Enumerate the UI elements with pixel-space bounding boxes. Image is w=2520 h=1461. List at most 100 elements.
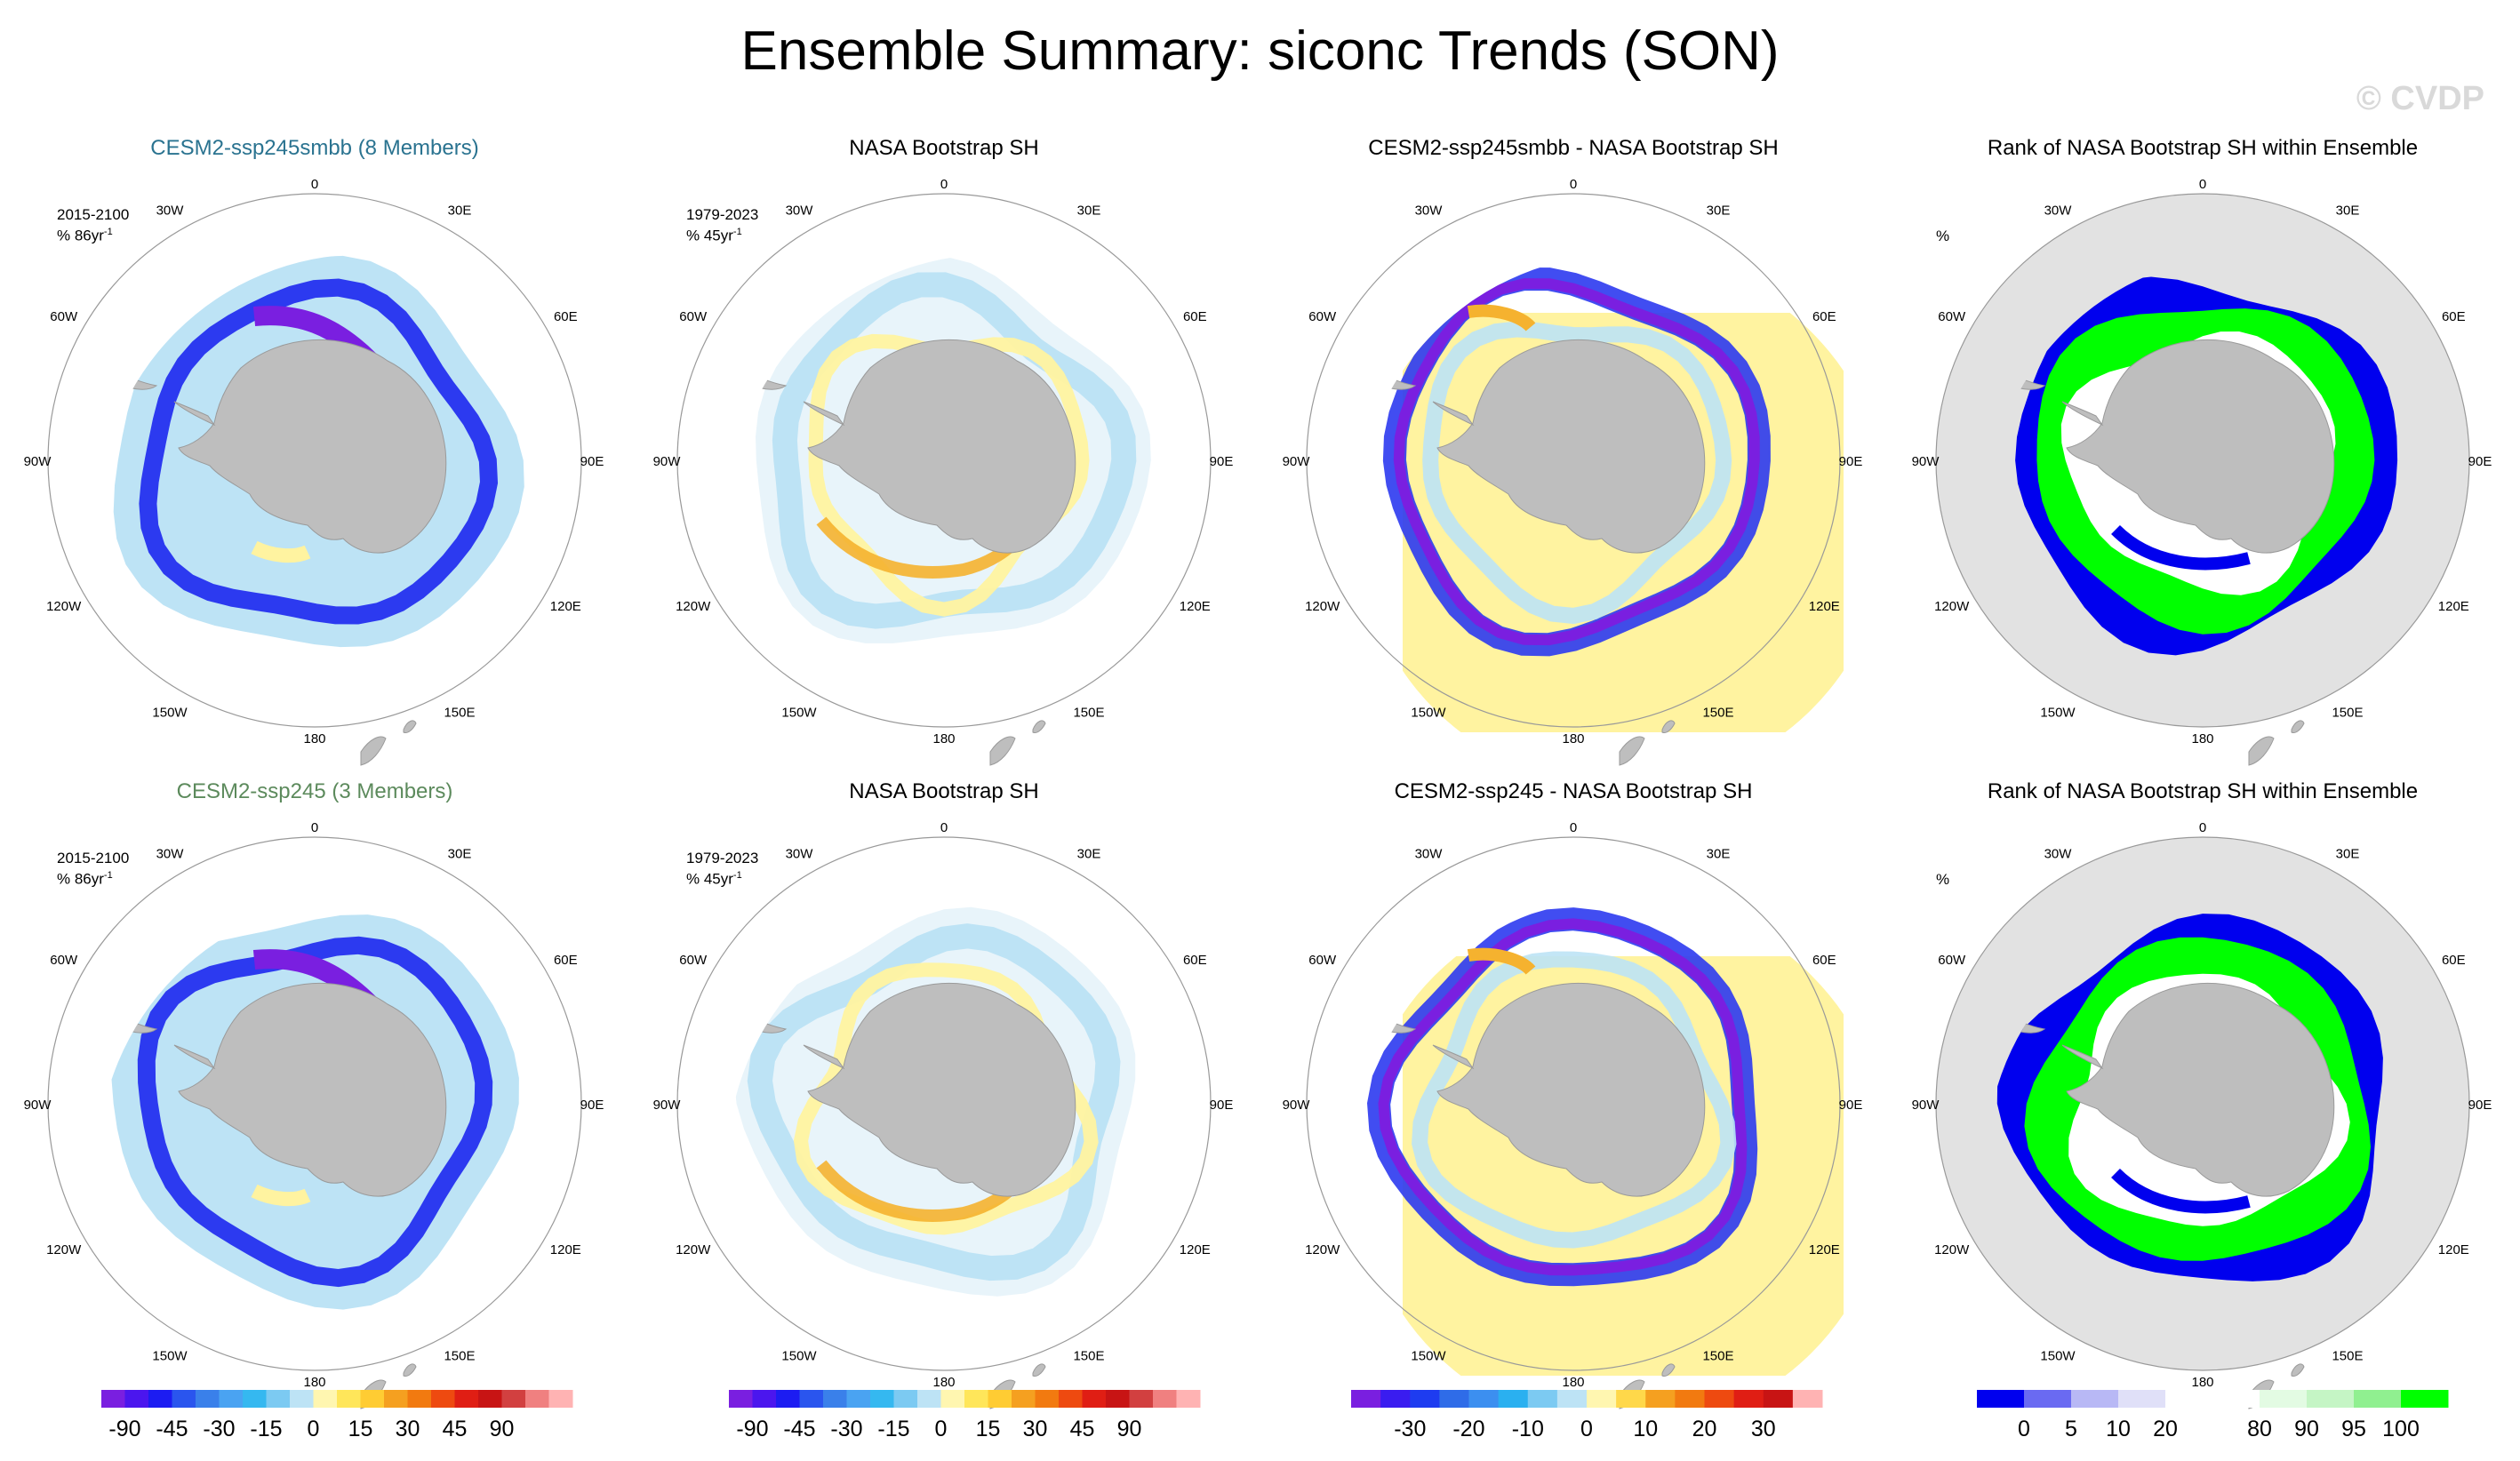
longitude-label: 150E [1702, 1348, 1733, 1363]
colorbar-swatch [548, 1390, 573, 1408]
panel-title: NASA Bootstrap SH [849, 136, 1039, 160]
figure-title: Ensemble Summary: siconc Trends (SON) [740, 20, 1780, 82]
map-boundary [47, 193, 582, 728]
longitude-label: 30E [1077, 204, 1101, 219]
colorbar-tick-label: 30 [396, 1417, 420, 1441]
longitude-label: 120E [2438, 599, 2469, 614]
longitude-label: 180 [303, 1375, 325, 1390]
antarctic-peninsula [2061, 401, 2104, 427]
map-panel: Rank of NASA Bootstrap SH within Ensembl… [1888, 778, 2517, 1418]
longitude-label: 30W [786, 204, 814, 219]
colorbar-swatch [1176, 1390, 1201, 1408]
positive-trend-patch [1467, 947, 1536, 976]
antarctica-landmass [807, 339, 1076, 554]
longitude-label: 120W [1305, 1242, 1340, 1257]
longitude-label: 60E [1183, 953, 1207, 968]
colorbar-tick-label: 0 [935, 1417, 948, 1441]
longitude-label: 150W [1411, 705, 1446, 720]
colorbar-swatch [101, 1390, 125, 1408]
longitude-label: 90W [653, 1098, 682, 1113]
longitude-label: 0 [940, 820, 948, 835]
period-label: 1979-2023 [686, 850, 759, 866]
longitude-label: 120E [1180, 599, 1211, 614]
polar-map: 0 30E 60E 90E 120E 150E 180 150W 120W 90W 60W 30W [1283, 177, 1862, 766]
longitude-label: 150E [2332, 705, 2363, 720]
colorbar-tick-label: 20 [2153, 1417, 2178, 1441]
colorbar-swatch [243, 1390, 267, 1408]
longitude-label: 180 [1562, 731, 1584, 746]
colorbar-tick-label: 15 [348, 1417, 373, 1441]
longitude-label: 60E [2442, 309, 2466, 324]
longitude-label: 150E [444, 705, 475, 720]
units-label: % 45yr-1 [686, 227, 742, 244]
colorbar-swatch [940, 1390, 965, 1408]
antarctic-peninsula [173, 401, 216, 427]
colorbar-swatch [846, 1390, 871, 1408]
colorbar-swatch [407, 1390, 432, 1408]
antarctic-peninsula [1432, 1044, 1475, 1070]
colorbar-swatch [2354, 1390, 2402, 1408]
longitude-label: 120W [676, 1242, 711, 1257]
colorbar-swatch [1106, 1390, 1130, 1408]
longitude-label: 90E [2468, 1098, 2492, 1113]
polar-map: 0 30E 60E 90E 120E 150E 180 150W 120W 90W 60W 30W [24, 820, 604, 1409]
longitude-label: 0 [2199, 820, 2206, 835]
colorbar-swatch [893, 1390, 918, 1408]
colorbar-swatch [525, 1390, 549, 1408]
colorbar-tick-label: 10 [1633, 1417, 1658, 1441]
colorbar-swatch [1410, 1390, 1440, 1408]
colorbar-swatch [124, 1390, 149, 1408]
antarctica-landmass [178, 339, 447, 554]
longitude-label: 90E [1210, 454, 1234, 469]
colorbar-tick-label: -30 [1394, 1417, 1426, 1441]
colorbar-swatch [1645, 1390, 1676, 1408]
colorbar: -30 -20 -10 0 10 20 30 [1342, 1390, 1831, 1448]
antarctica-landmass [1436, 982, 1706, 1197]
colorbar-swatch [917, 1390, 941, 1408]
colorbar-tick-label: 20 [1692, 1417, 1717, 1441]
longitude-label: 150W [781, 705, 817, 720]
longitude-label: 180 [303, 731, 325, 746]
antarctica-landmass [1436, 339, 1706, 554]
longitude-label: 60E [1812, 953, 1836, 968]
longitude-label: 120E [1180, 1242, 1211, 1257]
longitude-label: 0 [2199, 177, 2206, 192]
longitude-label: 30W [156, 204, 185, 219]
map-boundary [676, 193, 1212, 728]
polar-map: 0 30E 60E 90E 120E 150E 180 150W 120W 90W 60W 30W [24, 177, 604, 766]
colorbar-swatch [799, 1390, 824, 1408]
colorbar-swatch [1556, 1390, 1588, 1408]
polar-map: 0 30E 60E 90E 120E 150E 180 150W 120W 90W 60W 30W [1912, 820, 2492, 1409]
longitude-label: 60W [50, 309, 78, 324]
colorbar-swatch [2212, 1390, 2260, 1408]
longitude-label: 150E [444, 1348, 475, 1363]
colorbar-tick-label: 0 [2018, 1417, 2030, 1441]
panel-title: NASA Bootstrap SH [849, 779, 1039, 803]
longitude-label: 60E [1812, 309, 1836, 324]
colorbar-swatch [1977, 1390, 2025, 1408]
longitude-label: 150E [1073, 705, 1104, 720]
map-boundary [1935, 836, 2470, 1371]
longitude-label: 90E [1210, 1098, 1234, 1113]
longitude-label: 30E [1707, 847, 1731, 862]
positive-trend-ring [793, 962, 1099, 1235]
colorbar-tick-label: -90 [108, 1417, 140, 1441]
longitude-label: 60W [1308, 309, 1337, 324]
longitude-label: 180 [932, 1375, 955, 1390]
colorbar-swatch [752, 1390, 777, 1408]
colorbar-swatch [2024, 1390, 2072, 1408]
longitude-label: 120W [1305, 599, 1340, 614]
longitude-label: 150W [781, 1348, 817, 1363]
longitude-label: 90W [1283, 1098, 1311, 1113]
colorbar-swatch [1468, 1390, 1500, 1408]
colorbar-swatch [1129, 1390, 1154, 1408]
cvdp-watermark: © CVDP [2356, 80, 2484, 117]
colorbar-swatch [172, 1390, 196, 1408]
colorbar-swatch [776, 1390, 800, 1408]
colorbar-swatch [2401, 1390, 2449, 1408]
colorbar-tick-label: 90 [2294, 1417, 2319, 1441]
longitude-label: 0 [311, 177, 318, 192]
longitude-label: 120E [550, 1242, 581, 1257]
colorbar-tick-label: 45 [1070, 1417, 1095, 1441]
colorbar-tick-label: 95 [2341, 1417, 2366, 1441]
